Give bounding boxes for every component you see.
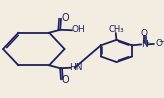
Text: +: + <box>144 40 149 45</box>
Text: OH: OH <box>71 25 85 34</box>
Text: −: − <box>158 39 164 45</box>
Text: HN: HN <box>69 63 82 72</box>
Text: O: O <box>141 29 148 38</box>
Text: O: O <box>61 75 69 85</box>
Text: O: O <box>155 39 162 48</box>
Text: O: O <box>61 13 69 23</box>
Text: N: N <box>141 40 147 49</box>
Text: CH₃: CH₃ <box>108 25 124 34</box>
